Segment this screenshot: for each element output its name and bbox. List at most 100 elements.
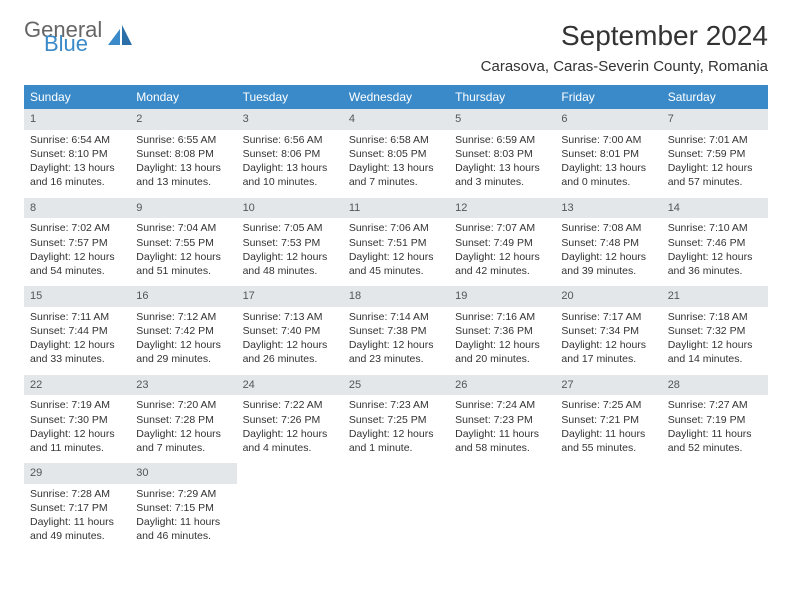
weekday-header: Thursday bbox=[449, 85, 555, 109]
calendar-day-cell: 2Sunrise: 6:55 AMSunset: 8:08 PMDaylight… bbox=[130, 109, 236, 198]
calendar-day-cell bbox=[343, 463, 449, 552]
day-details: Sunrise: 7:17 AMSunset: 7:34 PMDaylight:… bbox=[555, 307, 661, 375]
day-details: Sunrise: 7:29 AMSunset: 7:15 PMDaylight:… bbox=[130, 484, 236, 552]
logo-text: General Blue bbox=[24, 20, 102, 54]
empty-day-number bbox=[555, 463, 661, 484]
sunset-text: Sunset: 7:59 PM bbox=[668, 147, 762, 161]
calendar-day-cell: 19Sunrise: 7:16 AMSunset: 7:36 PMDayligh… bbox=[449, 286, 555, 375]
sunset-text: Sunset: 7:48 PM bbox=[561, 236, 655, 250]
calendar-week-row: 15Sunrise: 7:11 AMSunset: 7:44 PMDayligh… bbox=[24, 286, 768, 375]
day-number: 12 bbox=[449, 198, 555, 219]
day-details: Sunrise: 7:23 AMSunset: 7:25 PMDaylight:… bbox=[343, 395, 449, 463]
sunrise-text: Sunrise: 7:06 AM bbox=[349, 221, 443, 235]
sunset-text: Sunset: 8:03 PM bbox=[455, 147, 549, 161]
daylight-text: and 42 minutes. bbox=[455, 264, 549, 278]
day-details: Sunrise: 7:14 AMSunset: 7:38 PMDaylight:… bbox=[343, 307, 449, 375]
day-details: Sunrise: 7:00 AMSunset: 8:01 PMDaylight:… bbox=[555, 130, 661, 198]
calendar-day-cell: 7Sunrise: 7:01 AMSunset: 7:59 PMDaylight… bbox=[662, 109, 768, 198]
daylight-text: Daylight: 13 hours bbox=[349, 161, 443, 175]
day-number: 20 bbox=[555, 286, 661, 307]
weekday-header: Wednesday bbox=[343, 85, 449, 109]
day-details: Sunrise: 7:02 AMSunset: 7:57 PMDaylight:… bbox=[24, 218, 130, 286]
sunrise-text: Sunrise: 7:05 AM bbox=[243, 221, 337, 235]
sunset-text: Sunset: 7:30 PM bbox=[30, 413, 124, 427]
day-number: 4 bbox=[343, 109, 449, 130]
day-number: 9 bbox=[130, 198, 236, 219]
sunrise-text: Sunrise: 7:17 AM bbox=[561, 310, 655, 324]
daylight-text: and 54 minutes. bbox=[30, 264, 124, 278]
daylight-text: Daylight: 12 hours bbox=[30, 427, 124, 441]
daylight-text: and 49 minutes. bbox=[30, 529, 124, 543]
logo-sail-icon bbox=[108, 25, 134, 52]
daylight-text: Daylight: 11 hours bbox=[30, 515, 124, 529]
sunrise-text: Sunrise: 7:20 AM bbox=[136, 398, 230, 412]
sunset-text: Sunset: 7:44 PM bbox=[30, 324, 124, 338]
sunrise-text: Sunrise: 7:13 AM bbox=[243, 310, 337, 324]
sunset-text: Sunset: 7:34 PM bbox=[561, 324, 655, 338]
calendar-day-cell: 23Sunrise: 7:20 AMSunset: 7:28 PMDayligh… bbox=[130, 375, 236, 464]
daylight-text: Daylight: 12 hours bbox=[30, 250, 124, 264]
daylight-text: Daylight: 12 hours bbox=[349, 250, 443, 264]
sunrise-text: Sunrise: 7:22 AM bbox=[243, 398, 337, 412]
day-number: 24 bbox=[237, 375, 343, 396]
day-number: 26 bbox=[449, 375, 555, 396]
header: General Blue September 2024 Carasova, Ca… bbox=[24, 20, 768, 75]
daylight-text: Daylight: 12 hours bbox=[136, 338, 230, 352]
day-number: 27 bbox=[555, 375, 661, 396]
page-title: September 2024 bbox=[481, 20, 768, 52]
sunset-text: Sunset: 7:49 PM bbox=[455, 236, 549, 250]
sunset-text: Sunset: 7:25 PM bbox=[349, 413, 443, 427]
daylight-text: Daylight: 13 hours bbox=[30, 161, 124, 175]
daylight-text: and 13 minutes. bbox=[136, 175, 230, 189]
sunset-text: Sunset: 7:21 PM bbox=[561, 413, 655, 427]
daylight-text: and 17 minutes. bbox=[561, 352, 655, 366]
day-details: Sunrise: 7:11 AMSunset: 7:44 PMDaylight:… bbox=[24, 307, 130, 375]
daylight-text: Daylight: 11 hours bbox=[136, 515, 230, 529]
calendar-day-cell: 9Sunrise: 7:04 AMSunset: 7:55 PMDaylight… bbox=[130, 198, 236, 287]
sunrise-text: Sunrise: 7:01 AM bbox=[668, 133, 762, 147]
day-number: 30 bbox=[130, 463, 236, 484]
sunrise-text: Sunrise: 7:24 AM bbox=[455, 398, 549, 412]
day-number: 13 bbox=[555, 198, 661, 219]
day-number: 14 bbox=[662, 198, 768, 219]
day-details: Sunrise: 7:07 AMSunset: 7:49 PMDaylight:… bbox=[449, 218, 555, 286]
day-number: 6 bbox=[555, 109, 661, 130]
day-details: Sunrise: 7:01 AMSunset: 7:59 PMDaylight:… bbox=[662, 130, 768, 198]
calendar-day-cell: 22Sunrise: 7:19 AMSunset: 7:30 PMDayligh… bbox=[24, 375, 130, 464]
day-details: Sunrise: 7:10 AMSunset: 7:46 PMDaylight:… bbox=[662, 218, 768, 286]
daylight-text: and 7 minutes. bbox=[349, 175, 443, 189]
daylight-text: Daylight: 11 hours bbox=[561, 427, 655, 441]
daylight-text: Daylight: 12 hours bbox=[349, 338, 443, 352]
weekday-header: Sunday bbox=[24, 85, 130, 109]
day-number: 21 bbox=[662, 286, 768, 307]
daylight-text: and 7 minutes. bbox=[136, 441, 230, 455]
calendar-body: 1Sunrise: 6:54 AMSunset: 8:10 PMDaylight… bbox=[24, 109, 768, 552]
daylight-text: and 58 minutes. bbox=[455, 441, 549, 455]
daylight-text: Daylight: 12 hours bbox=[30, 338, 124, 352]
daylight-text: Daylight: 12 hours bbox=[349, 427, 443, 441]
daylight-text: and 39 minutes. bbox=[561, 264, 655, 278]
calendar-week-row: 1Sunrise: 6:54 AMSunset: 8:10 PMDaylight… bbox=[24, 109, 768, 198]
calendar-day-cell: 18Sunrise: 7:14 AMSunset: 7:38 PMDayligh… bbox=[343, 286, 449, 375]
day-details: Sunrise: 6:55 AMSunset: 8:08 PMDaylight:… bbox=[130, 130, 236, 198]
daylight-text: and 48 minutes. bbox=[243, 264, 337, 278]
day-details: Sunrise: 7:24 AMSunset: 7:23 PMDaylight:… bbox=[449, 395, 555, 463]
sunset-text: Sunset: 8:06 PM bbox=[243, 147, 337, 161]
weekday-header: Friday bbox=[555, 85, 661, 109]
calendar-day-cell: 16Sunrise: 7:12 AMSunset: 7:42 PMDayligh… bbox=[130, 286, 236, 375]
sunset-text: Sunset: 7:42 PM bbox=[136, 324, 230, 338]
day-number: 23 bbox=[130, 375, 236, 396]
day-number: 2 bbox=[130, 109, 236, 130]
sunrise-text: Sunrise: 7:23 AM bbox=[349, 398, 443, 412]
sunset-text: Sunset: 7:55 PM bbox=[136, 236, 230, 250]
sunrise-text: Sunrise: 7:02 AM bbox=[30, 221, 124, 235]
calendar-day-cell: 5Sunrise: 6:59 AMSunset: 8:03 PMDaylight… bbox=[449, 109, 555, 198]
day-number: 28 bbox=[662, 375, 768, 396]
sunset-text: Sunset: 7:19 PM bbox=[668, 413, 762, 427]
sunset-text: Sunset: 8:10 PM bbox=[30, 147, 124, 161]
day-details: Sunrise: 6:54 AMSunset: 8:10 PMDaylight:… bbox=[24, 130, 130, 198]
day-details: Sunrise: 7:06 AMSunset: 7:51 PMDaylight:… bbox=[343, 218, 449, 286]
empty-day-number bbox=[343, 463, 449, 484]
day-details: Sunrise: 7:25 AMSunset: 7:21 PMDaylight:… bbox=[555, 395, 661, 463]
sunset-text: Sunset: 7:17 PM bbox=[30, 501, 124, 515]
